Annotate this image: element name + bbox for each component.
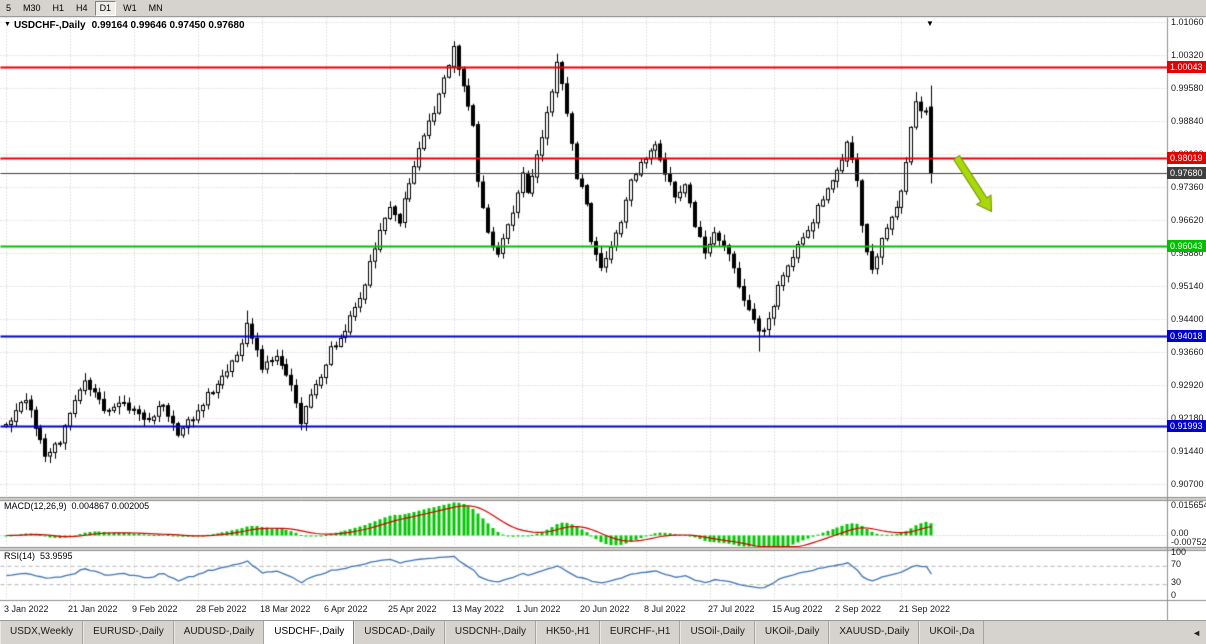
timeframe-button-mn[interactable]: MN (148, 2, 163, 13)
tab-xauusd-daily[interactable]: XAUUSD-,Daily (829, 621, 920, 644)
tab-usdcnh-daily[interactable]: USDCNH-,Daily (444, 621, 536, 644)
price-chart-canvas[interactable] (0, 0, 1206, 620)
macd-values: 0.004867 0.002005 (71, 501, 150, 511)
price-badge-0-97680: 0.97680 (1167, 167, 1206, 179)
chart-tab-bar: USDX,Weekly EURUSD-,Daily AUDUSD-,Daily USD… (0, 620, 1206, 644)
x-axis-date-label: 21 Jan 2022 (68, 604, 118, 614)
rsi-scale-label: 70 (1171, 559, 1182, 569)
x-axis-date-label: 25 Apr 2022 (388, 604, 437, 614)
macd-indicator-label: MACD(12,26,9) 0.004867 0.002005 (4, 501, 149, 511)
price-badge-1-00043: 1.00043 (1167, 61, 1206, 73)
price-badge-0-96043: 0.96043 (1167, 240, 1206, 252)
chart-ohlc-values: 0.99164 0.99646 0.97450 0.97680 (91, 20, 245, 31)
timeframe-button-h1[interactable]: H1 (52, 2, 65, 13)
tab-ukoil-daily[interactable]: UKOil-,Daily (754, 621, 830, 644)
x-axis-date-label: 3 Jan 2022 (4, 604, 49, 614)
tab-scroll-left-button[interactable]: ◄ (1192, 628, 1201, 638)
chart-tabs[interactable]: USDX,Weekly EURUSD-,Daily AUDUSD-,Daily USD… (0, 621, 1206, 644)
y-axis-tick: 0.90700 (1171, 479, 1204, 489)
rsi-scale-label: 100 (1171, 547, 1187, 557)
macd-scale-label: 0.015654 (1171, 500, 1206, 510)
tab-audusd-daily[interactable]: AUDUSD-,Daily (173, 621, 265, 644)
x-axis-date-label: 21 Sep 2022 (899, 604, 951, 614)
price-badge-0-91993: 0.91993 (1167, 420, 1206, 432)
x-axis-date-label: 13 May 2022 (452, 604, 505, 614)
y-axis-tick: 1.01060 (1171, 17, 1204, 27)
x-axis-date-label: 1 Jun 2022 (516, 604, 561, 614)
x-axis-date-label: 6 Apr 2022 (324, 604, 368, 614)
x-axis-date-label: 15 Aug 2022 (772, 604, 823, 614)
timeframe-toolbar[interactable]: 5 M30 H1 H4 D1 W1 MN (0, 0, 1206, 17)
tab-eurusd-daily[interactable]: EURUSD-,Daily (83, 621, 174, 644)
y-axis-tick: 1.00320 (1171, 50, 1204, 60)
rsi-value: 53.9595 (40, 551, 73, 561)
rsi-name: RSI(14) (4, 551, 36, 561)
x-axis-date-label: 28 Feb 2022 (196, 604, 247, 614)
x-axis-date-label: 18 Mar 2022 (260, 604, 311, 614)
chart-title: USDCHF-,Daily (13, 20, 86, 31)
price-badge-0-98019: 0.98019 (1167, 152, 1206, 164)
macd-scale-label: -0.00752 (1171, 537, 1206, 547)
price-badge-0-94018: 0.94018 (1167, 330, 1206, 342)
x-axis-date-label: 2 Sep 2022 (835, 604, 882, 614)
y-axis-tick: 0.97360 (1171, 182, 1204, 192)
timeframe-button-h4[interactable]: H4 (76, 2, 88, 13)
tab-usdcad-daily[interactable]: USDCAD-,Daily (354, 621, 445, 644)
tab-hk50-h1[interactable]: HK50-,H1 (535, 621, 600, 644)
tab-usdx-weekly[interactable]: USDX,Weekly (0, 621, 84, 644)
rsi-scale-label: 0 (1171, 590, 1177, 600)
y-axis-tick: 0.95140 (1171, 281, 1204, 291)
chart-end-marker-icon: ▼ (926, 19, 934, 28)
y-axis-tick: 0.92920 (1171, 380, 1204, 390)
x-axis-date-label: 8 Jul 2022 (644, 604, 686, 614)
rsi-scale-label: 30 (1171, 577, 1182, 587)
tab-usdchf-daily[interactable]: USDCHF-,Daily (264, 621, 355, 644)
x-axis-date-label: 27 Jul 2022 (708, 604, 755, 614)
y-axis-tick: 0.94400 (1171, 314, 1204, 324)
y-axis-tick: 0.96620 (1171, 215, 1204, 225)
y-axis-tick: 0.95880 (1171, 248, 1204, 258)
y-axis-tick: 0.99580 (1171, 83, 1204, 93)
macd-name: MACD(12,26,9) (4, 501, 67, 511)
x-axis-date-label: 20 Jun 2022 (580, 604, 630, 614)
timeframe-button-m30[interactable]: M30 (23, 2, 41, 13)
tab-ukoil-da[interactable]: UKOil-,Da (919, 621, 985, 644)
chart-dropdown-icon[interactable]: ▼ (4, 21, 11, 28)
macd-scale-label: 0.00 (1171, 528, 1189, 538)
y-axis-tick: 0.93660 (1171, 347, 1204, 357)
y-axis-tick: 0.92180 (1171, 413, 1204, 423)
timeframe-button-5[interactable]: 5 (6, 2, 12, 13)
timeframe-button-w1[interactable]: W1 (123, 2, 137, 13)
rsi-indicator-label: RSI(14) 53.9595 (4, 551, 73, 561)
y-axis-tick: 0.91440 (1171, 446, 1204, 456)
timeframe-button-d1[interactable]: D1 (94, 0, 117, 16)
y-axis-tick: 0.98840 (1171, 116, 1204, 126)
tab-eurchf-h1[interactable]: EURCHF-,H1 (599, 621, 681, 644)
x-axis-date-label: 9 Feb 2022 (132, 604, 178, 614)
tab-usoil-daily[interactable]: USOil-,Daily (680, 621, 755, 644)
chart-symbol-header: ▼ USDCHF-,Daily 0.99164 0.99646 0.97450 0.… (4, 20, 245, 31)
